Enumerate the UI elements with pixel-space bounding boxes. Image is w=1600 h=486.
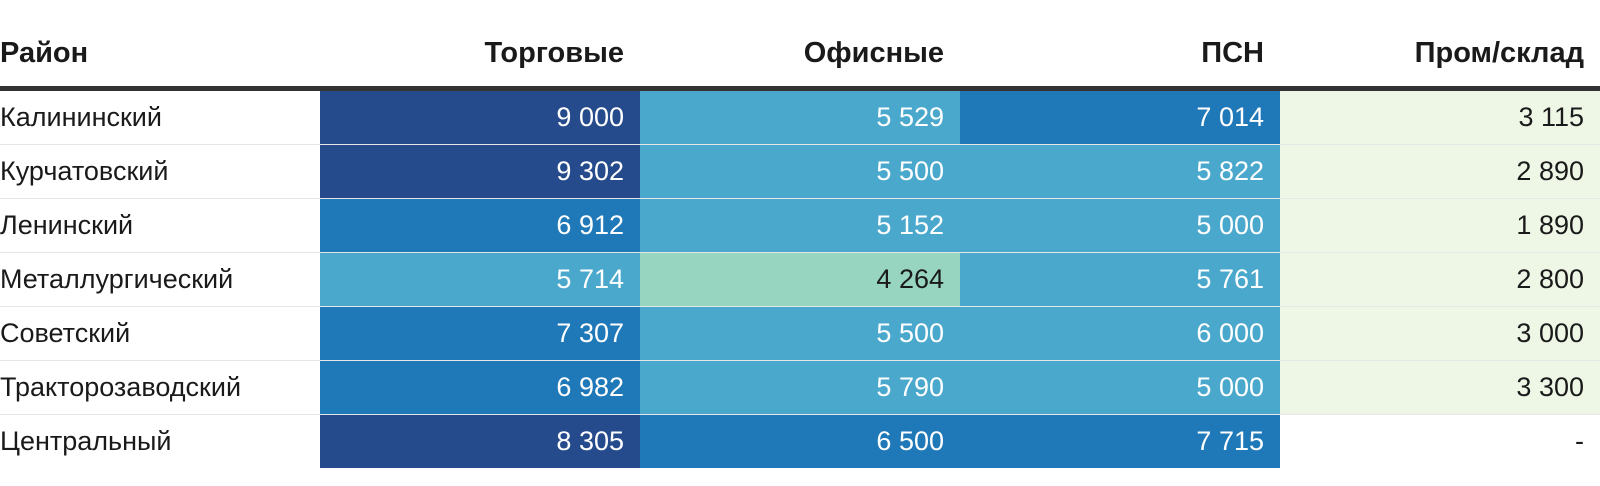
value-cell-psn: 7 715 (960, 414, 1280, 468)
column-header-retail: Торговые (320, 20, 640, 91)
value-cell-industrial: 1 890 (1280, 198, 1600, 253)
column-header-psn: ПСН (960, 20, 1280, 91)
table-row: Курчатовский 9 302 5 500 5 822 2 890 (0, 144, 1600, 199)
value-cell-industrial: 3 115 (1280, 88, 1600, 145)
value-cell-retail: 6 912 (320, 198, 640, 253)
value-cell-industrial: 2 800 (1280, 252, 1600, 307)
value-cell-office: 4 264 (640, 252, 960, 307)
value-cell-psn: 5 000 (960, 360, 1280, 415)
value-cell-office: 5 500 (640, 306, 960, 361)
district-name-cell: Металлургический (0, 252, 320, 307)
value-cell-retail: 8 305 (320, 414, 640, 468)
table-row: Тракторозаводский 6 982 5 790 5 000 3 300 (0, 360, 1600, 415)
value-cell-office: 5 790 (640, 360, 960, 415)
value-cell-retail: 5 714 (320, 252, 640, 307)
value-cell-psn: 6 000 (960, 306, 1280, 361)
table-body: Калининский 9 000 5 529 7 014 3 115 Курчатовс… (0, 88, 1600, 468)
value-cell-office: 6 500 (640, 414, 960, 468)
value-cell-psn: 5 822 (960, 144, 1280, 199)
table-row: Калининский 9 000 5 529 7 014 3 115 (0, 88, 1600, 145)
district-price-table: Район Торговые Офисные ПСН Пром/склад Ка… (0, 20, 1600, 468)
column-header-office: Офисные (640, 20, 960, 91)
value-cell-retail: 9 302 (320, 144, 640, 199)
table-row: Ленинский 6 912 5 152 5 000 1 890 (0, 198, 1600, 253)
header-row: Район Торговые Офисные ПСН Пром/склад (0, 20, 1600, 91)
value-cell-psn: 7 014 (960, 88, 1280, 145)
value-cell-industrial: 3 000 (1280, 306, 1600, 361)
district-name-cell: Тракторозаводский (0, 360, 320, 415)
value-cell-psn: 5 761 (960, 252, 1280, 307)
value-cell-industrial: 3 300 (1280, 360, 1600, 415)
value-cell-retail: 6 982 (320, 360, 640, 415)
district-name-cell: Центральный (0, 414, 320, 468)
value-cell-industrial: - (1280, 414, 1600, 468)
value-cell-retail: 7 307 (320, 306, 640, 361)
value-cell-office: 5 152 (640, 198, 960, 253)
value-cell-office: 5 500 (640, 144, 960, 199)
column-header-district: Район (0, 20, 320, 91)
table-row: Центральный 8 305 6 500 7 715- (0, 414, 1600, 468)
value-cell-office: 5 529 (640, 88, 960, 145)
district-name-cell: Калининский (0, 88, 320, 145)
table-row: Металлургический 5 714 4 264 5 761 2 800 (0, 252, 1600, 307)
table-row: Советский 7 307 5 500 6 000 3 000 (0, 306, 1600, 361)
district-name-cell: Курчатовский (0, 144, 320, 199)
column-header-industrial: Пром/склад (1280, 20, 1600, 91)
district-name-cell: Советский (0, 306, 320, 361)
district-name-cell: Ленинский (0, 198, 320, 253)
value-cell-retail: 9 000 (320, 88, 640, 145)
value-cell-psn: 5 000 (960, 198, 1280, 253)
value-cell-industrial: 2 890 (1280, 144, 1600, 199)
